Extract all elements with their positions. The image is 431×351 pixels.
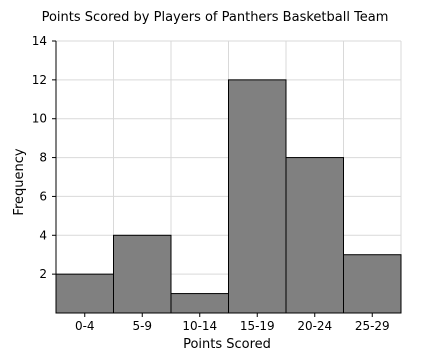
x-tick-label: 5-9	[132, 319, 152, 333]
bar-25-29	[343, 254, 402, 314]
bar-20-24	[285, 157, 344, 314]
x-axis-title: Points Scored	[183, 337, 271, 351]
x-tick-labels: 0-4 5-9 10-14 15-19 20-24 25-29	[75, 319, 390, 333]
axes	[52, 40, 401, 317]
y-tick-label: 8	[39, 151, 47, 165]
x-tick-label: 20-24	[297, 319, 332, 333]
x-tick-label: 25-29	[355, 319, 390, 333]
y-tick-label: 6	[39, 189, 47, 203]
chart-title: Points Scored by Players of Panthers Bas…	[42, 10, 389, 25]
y-tick-label: 10	[32, 112, 47, 126]
y-tick-labels: 2 4 6 8 10 12 14	[32, 34, 47, 281]
y-tick-label: 2	[39, 267, 47, 281]
y-tick-label: 4	[39, 228, 47, 242]
y-tick-label: 14	[32, 34, 47, 48]
bars	[55, 79, 402, 314]
y-tick-label: 12	[32, 73, 47, 87]
y-axis-title: Frequency	[12, 148, 27, 215]
bar-5-9	[113, 234, 172, 314]
bar-10-14	[170, 293, 229, 314]
x-tick-label: 10-14	[182, 319, 217, 333]
x-tick-label: 0-4	[75, 319, 95, 333]
x-tick-label: 15-19	[240, 319, 275, 333]
bar-0-4	[55, 273, 114, 314]
bar-15-19	[228, 79, 287, 314]
